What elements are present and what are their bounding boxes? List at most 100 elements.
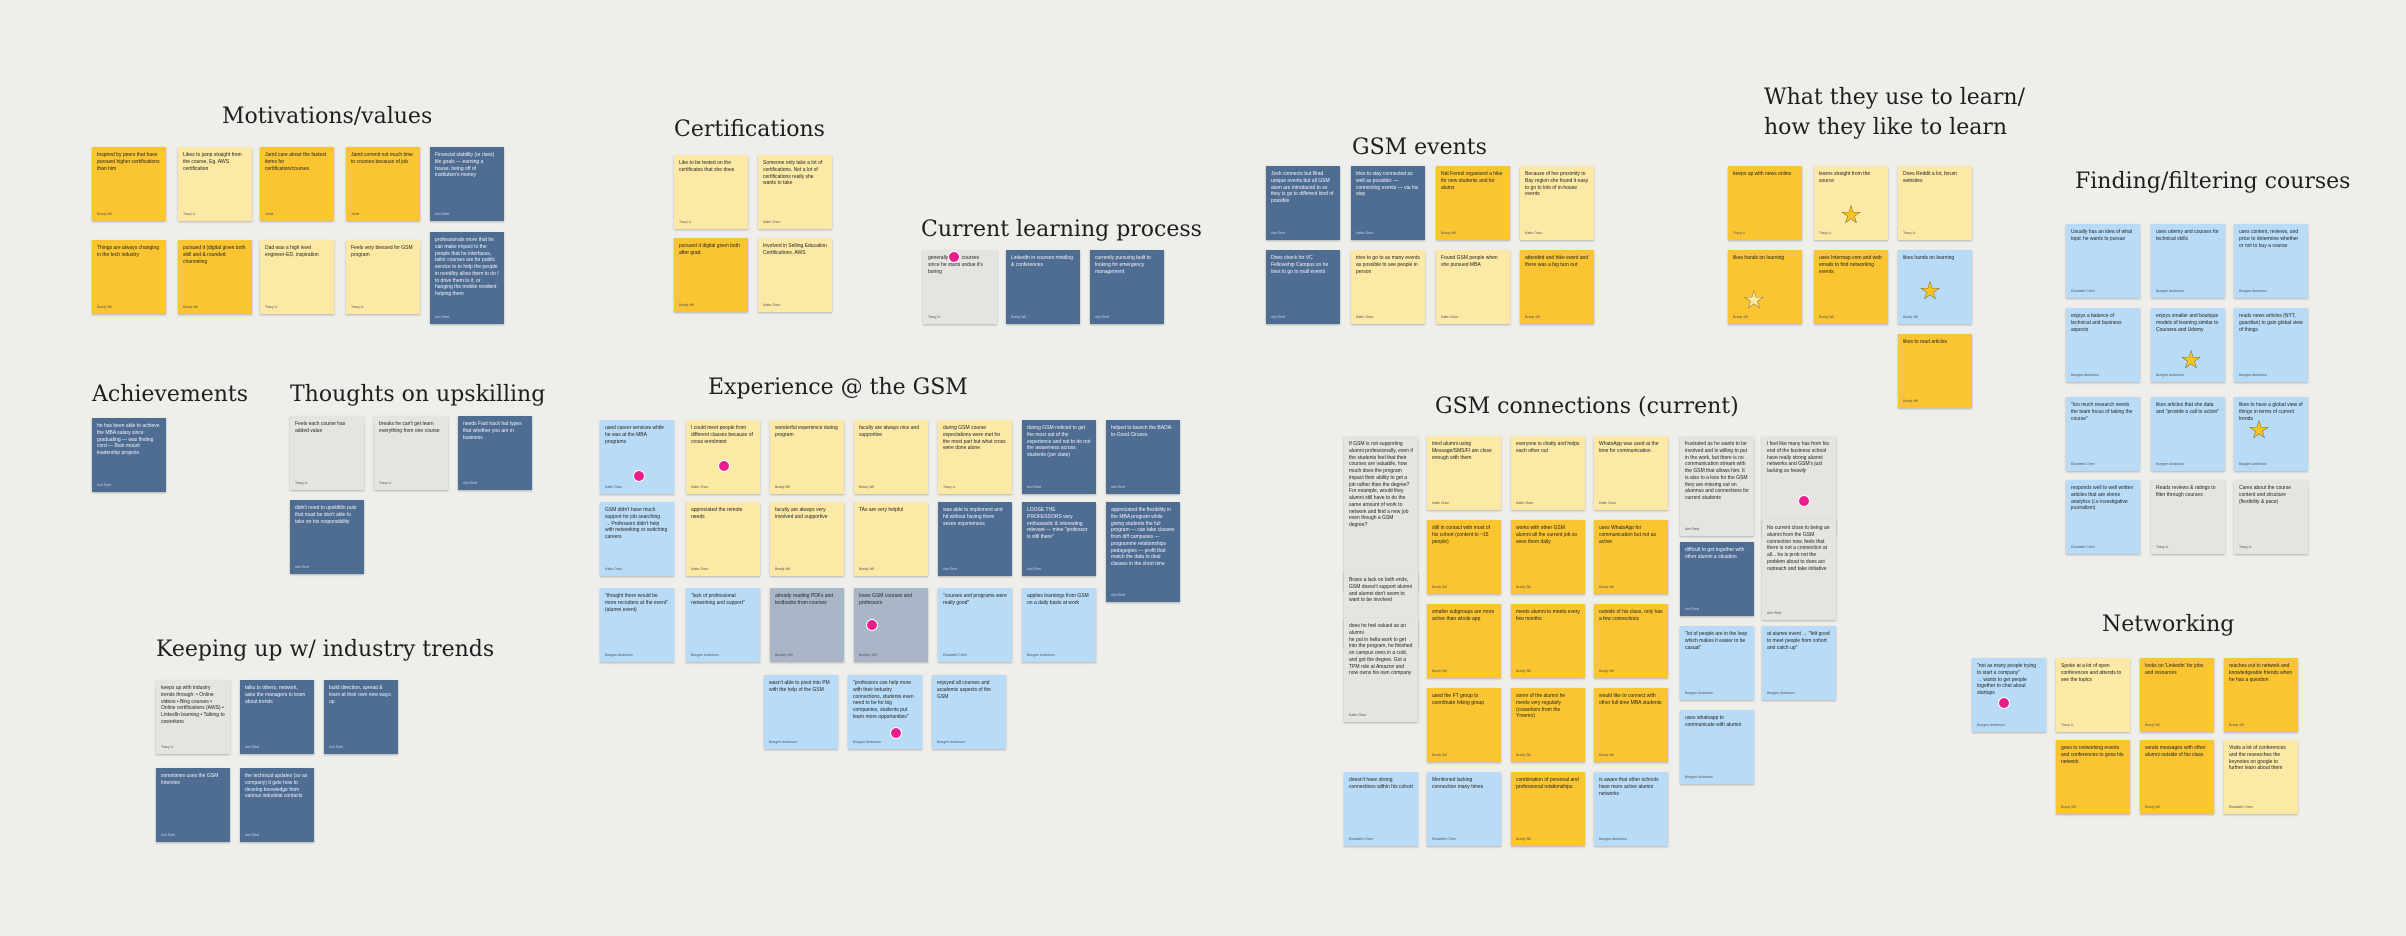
sticky-note[interactable]: helped to launch the BADA-to-Good Ciruse…: [1106, 420, 1180, 494]
sticky-note[interactable]: pursued it (digital given both skill and…: [178, 240, 252, 314]
sticky-note[interactable]: Jamil care about the fastest items for c…: [260, 147, 334, 221]
sticky-note[interactable]: learns straight from the source Tracy Li: [1814, 166, 1888, 240]
sticky-note[interactable]: likes to read articles Brady Wil: [1898, 334, 1972, 408]
sticky-note[interactable]: likes hands on learning Brady Wil: [1728, 250, 1802, 324]
sticky-note[interactable]: the technical updates (so as company) it…: [240, 768, 314, 842]
sticky-note[interactable]: GSM didn't have much support for job sea…: [600, 502, 674, 576]
sticky-note[interactable]: everyone is chatty and helps each other …: [1511, 436, 1585, 510]
sticky-note[interactable]: appreciated the remote needs Katie Chun: [686, 502, 760, 576]
sticky-note[interactable]: Nat Fernel organized a hike for new stud…: [1436, 166, 1510, 240]
sticky-note[interactable]: used the FT group to coordinate hiking g…: [1427, 688, 1501, 762]
sticky-note[interactable]: LOOSE THE PROFESSORS very enthusiastic &…: [1022, 502, 1096, 576]
sticky-note[interactable]: Things are always changing in the tech i…: [92, 240, 166, 314]
sticky-note[interactable]: currently pursuing built to looking for …: [1090, 250, 1164, 324]
sticky-note[interactable]: Financial stability (or rises) life goal…: [430, 147, 504, 221]
sticky-note[interactable]: likes articles that she data and "provid…: [2151, 397, 2225, 471]
sticky-note[interactable]: is aware that other schools have more ac…: [1594, 772, 1668, 846]
sticky-note[interactable]: enjoys a balance of technical and busine…: [2066, 308, 2140, 382]
sticky-note[interactable]: LinkedIn in courses mindlog & conference…: [1006, 250, 1080, 324]
sticky-note[interactable]: enjoyed all courses and academic aspects…: [932, 675, 1006, 749]
sticky-note[interactable]: combination of personal and professional…: [1511, 772, 1585, 846]
sticky-note[interactable]: Because of her proximity to Bay region s…: [1520, 166, 1594, 240]
sticky-note[interactable]: "not as many people trying to start a co…: [1972, 658, 2046, 732]
sticky-note[interactable]: reads news articles (NYT, guardian) to g…: [2234, 308, 2308, 382]
sticky-note[interactable]: professionals more that he can make impa…: [430, 232, 504, 324]
sticky-note[interactable]: already reading PDFs and textbooks from …: [770, 588, 844, 662]
sticky-note[interactable]: uses WhatsApp for communication but not …: [1594, 520, 1668, 594]
sticky-note[interactable]: Jamil commit not much time to courses be…: [346, 147, 420, 221]
sticky-note[interactable]: pursued it digital given both after grad…: [674, 238, 748, 312]
sticky-note[interactable]: Does check for VC Fellowship Campus so h…: [1266, 250, 1340, 324]
sticky-note[interactable]: didn't need to upskill/to puts that must…: [290, 500, 364, 574]
sticky-note[interactable]: Like to be tested on the certificates th…: [674, 155, 748, 229]
sticky-note[interactable]: difficult to get together with other alu…: [1680, 542, 1754, 616]
sticky-note[interactable]: "professors can help more with their ind…: [848, 675, 922, 749]
sticky-note[interactable]: TAs are very helpful Brady Wil: [854, 502, 928, 576]
sticky-note[interactable]: would like to connect with other full-ti…: [1594, 688, 1668, 762]
sticky-note[interactable]: Involved in Selling Education Certificat…: [758, 238, 832, 312]
sticky-note[interactable]: "lot of people are in the loop which mak…: [1680, 626, 1754, 700]
sticky-note[interactable]: sends messages with other alumni outside…: [2140, 740, 2214, 814]
collaborator-avatar-marker[interactable]: [1998, 697, 2010, 709]
sticky-note[interactable]: some of the alumni he meets very regular…: [1511, 688, 1585, 762]
sticky-note[interactable]: faculty are always nice and supportive Br…: [854, 420, 928, 494]
sticky-note[interactable]: Cares about the course content and struc…: [2234, 480, 2308, 554]
sticky-note[interactable]: Someone only take a lot of certification…: [758, 155, 832, 229]
sticky-note[interactable]: used career services while he was at the…: [600, 420, 674, 494]
sticky-note[interactable]: was able to implement and hit without ha…: [938, 502, 1012, 576]
sticky-note[interactable]: does he feel valued as an alumni he put …: [1344, 618, 1418, 722]
sticky-note[interactable]: faculty are always very involved and sup…: [770, 502, 844, 576]
sticky-note[interactable]: during GSM course expectations were met …: [938, 420, 1012, 494]
collaborator-avatar-marker[interactable]: [948, 251, 960, 263]
sticky-note[interactable]: "too much research needs the team focus …: [2066, 397, 2140, 471]
sticky-note[interactable]: outside of his class, only has a few con…: [1594, 604, 1668, 678]
collaborator-avatar-marker[interactable]: [866, 619, 878, 631]
sticky-note[interactable]: build direction, spread & learn at their…: [324, 680, 398, 754]
sticky-note[interactable]: looks on 'Linkedin' for jobs and resourc…: [2140, 658, 2214, 732]
sticky-note[interactable]: frustrated as he wants to be involved an…: [1680, 436, 1754, 536]
sticky-note[interactable]: Visits a lot of conferences and the rese…: [2224, 740, 2298, 814]
sticky-note[interactable]: Dad was a high level engineer-ED, inspir…: [260, 240, 334, 314]
sticky-note[interactable]: reaches out to network and knowledgeable…: [2224, 658, 2298, 732]
sticky-note[interactable]: appreciated the flexibility in the MBA p…: [1106, 502, 1180, 602]
sticky-note[interactable]: meets alumni to meets every few months Br…: [1511, 604, 1585, 678]
sticky-note[interactable]: I feel like many has from his end of the…: [1762, 436, 1836, 536]
sticky-note[interactable]: keeps up with industry trends through: •…: [156, 680, 230, 754]
sticky-note[interactable]: WhatsApp was used at the time for commun…: [1594, 436, 1668, 510]
sticky-note[interactable]: keeps up with news online Tracy Li: [1728, 166, 1802, 240]
sticky-note[interactable]: I could meet people from different class…: [686, 420, 760, 494]
sticky-note[interactable]: attended and hike event and there was a …: [1520, 250, 1594, 324]
collaborator-avatar-marker[interactable]: [890, 727, 902, 739]
sticky-note[interactable]: generally finds courses since he starts …: [923, 250, 997, 324]
sticky-note[interactable]: Feels very blessed for GSM program Tracy …: [346, 240, 420, 314]
sticky-note[interactable]: breaks he can't get learn everything fro…: [374, 416, 448, 490]
sticky-note[interactable]: Spoke at a lot of open conferences and a…: [2056, 658, 2130, 732]
sticky-note[interactable]: "thought there would be more recruiters …: [600, 588, 674, 662]
sticky-note[interactable]: uses Intermap.com and web emails to find…: [1814, 250, 1888, 324]
sticky-note[interactable]: enjoys smaller and boutique models of le…: [2151, 308, 2225, 382]
sticky-note[interactable]: "courses and programs were really good" E…: [938, 588, 1012, 662]
sticky-note[interactable]: "lack of professional networking and sup…: [686, 588, 760, 662]
sticky-note[interactable]: he has been able to achieve the MBA sala…: [92, 418, 166, 492]
sticky-note[interactable]: applies learnings from GSM on a daily ba…: [1022, 588, 1096, 662]
sticky-note[interactable]: talks to others, network, asks the manag…: [240, 680, 314, 754]
sticky-note[interactable]: Feels each course has added value Tracy L…: [290, 416, 364, 490]
sticky-note[interactable]: tries to stay connected as well as possi…: [1351, 166, 1425, 240]
sticky-note[interactable]: needs Fast track hat types that whether …: [458, 416, 532, 490]
sticky-note[interactable]: Does Reddit a lot, forum websites Tracy L…: [1898, 166, 1972, 240]
sticky-note[interactable]: smaller subgroups are more active than w…: [1427, 604, 1501, 678]
collaborator-avatar-marker[interactable]: [718, 460, 730, 472]
sticky-note[interactable]: sometimes uses the GSM Intervies Ami Reel: [156, 768, 230, 842]
sticky-note[interactable]: uses whatsapp to communicate with alumni…: [1680, 710, 1754, 784]
sticky-note[interactable]: likes to have a global view of things in…: [2234, 397, 2308, 471]
sticky-note[interactable]: uses content, reviews, and price to dete…: [2234, 224, 2308, 298]
sticky-note[interactable]: tries to go to as many events as possibl…: [1351, 250, 1425, 324]
sticky-note[interactable]: likes hands on learning Brady Wil: [1898, 250, 1972, 324]
sticky-note[interactable]: wonderful experience during program Brady…: [770, 420, 844, 494]
sticky-note[interactable]: If GSM is not supporting alumni professi…: [1344, 436, 1418, 590]
collaborator-avatar-marker[interactable]: [633, 470, 645, 482]
sticky-note[interactable]: Reads reviews & ratings to filter throug…: [2151, 480, 2225, 554]
sticky-note[interactable]: Found GSM people when she pursued MBA Kat…: [1436, 250, 1510, 324]
sticky-note[interactable]: tried alumni using Message/SMS/FI am clo…: [1427, 436, 1501, 510]
